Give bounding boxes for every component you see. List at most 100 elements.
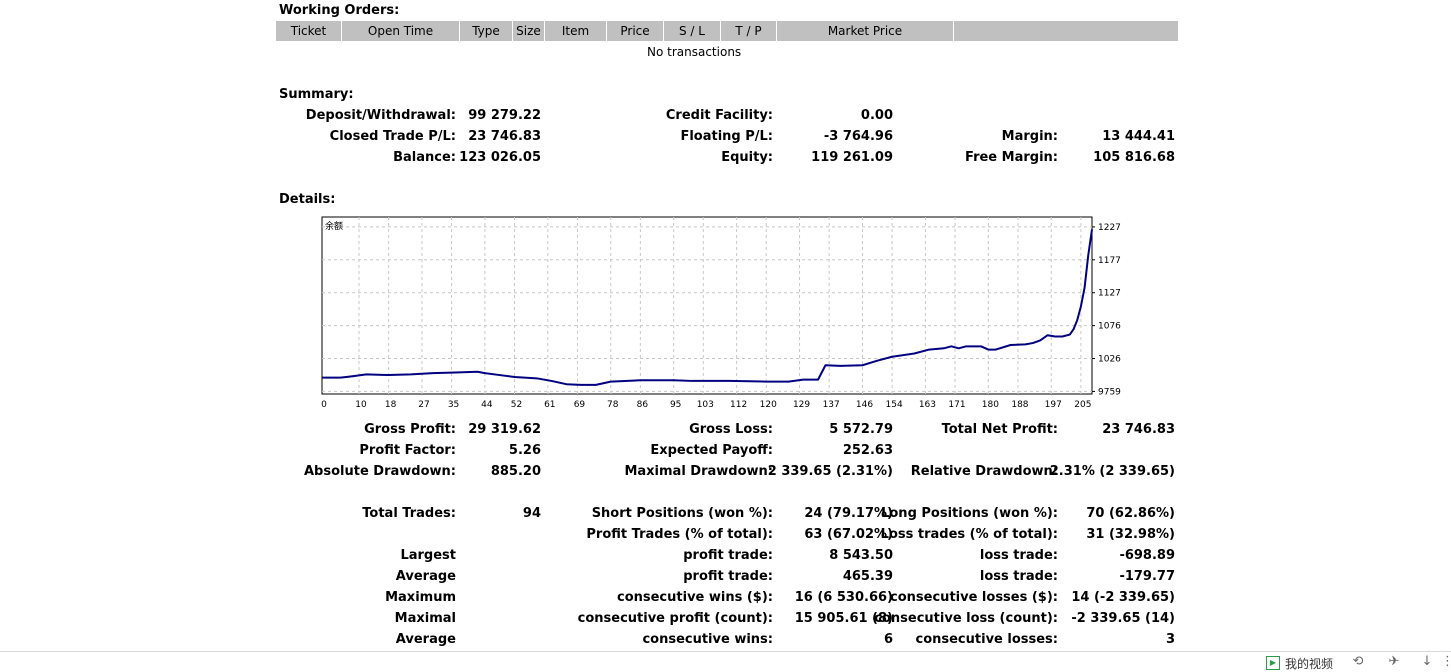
my-video-label[interactable]: 我的视频 [1285, 657, 1334, 671]
detail-label: Average [395, 569, 456, 584]
col-type[interactable]: Type [460, 21, 513, 41]
detail-label: Maximum [385, 590, 456, 605]
detail-value: 24 (79.17%) [804, 506, 893, 521]
x-tick-label: 61 [544, 400, 555, 410]
detail-label: consecutive loss (count): [874, 611, 1058, 626]
col-open-time[interactable]: Open Time [342, 21, 460, 41]
y-tick-label: 117746 [1098, 256, 1121, 266]
y-tick-label: 107669 [1098, 322, 1121, 332]
more-icon[interactable]: ⋮ [1441, 654, 1451, 669]
col-item[interactable]: Item [545, 21, 607, 41]
summary-value: 0.00 [860, 108, 893, 123]
col-price[interactable]: Price [607, 21, 664, 41]
detail-label: Relative Drawdown: [910, 464, 1058, 479]
detail-value: 3 [1165, 632, 1175, 647]
summary-value: -3 764.96 [823, 129, 893, 144]
detail-value: -179.77 [1119, 569, 1175, 584]
detail-label: Total Trades: [362, 506, 456, 521]
x-tick-label: 86 [637, 400, 649, 410]
x-tick-label: 27 [418, 400, 429, 410]
col-size[interactable]: Size [513, 21, 545, 41]
video-play-icon[interactable]: ▶ [1266, 656, 1280, 670]
y-tick-label: 112707 [1098, 289, 1121, 299]
x-tick-label: 35 [448, 400, 459, 410]
summary-label: Equity: [721, 150, 773, 165]
detail-label: Expected Payoff: [650, 443, 773, 458]
detail-label: Absolute Drawdown: [304, 464, 456, 479]
detail-value: 31 (32.98%) [1086, 527, 1175, 542]
detail-label: Gross Loss: [689, 422, 773, 437]
summary-value: 99 279.22 [468, 108, 541, 123]
y-tick-label: 97593 [1098, 387, 1121, 397]
x-tick-label: 188 [1011, 400, 1028, 410]
balance-chart-svg: 97593 102631 107669 112707 117746 122784 0 10 18… [321, 216, 1121, 410]
detail-value: -698.89 [1119, 548, 1175, 563]
summary-label: Floating P/L: [680, 129, 773, 144]
x-tick-label: 154 [886, 400, 903, 410]
x-tick-label: 52 [511, 400, 522, 410]
refresh-icon[interactable]: ⟲ [1352, 654, 1364, 669]
detail-value: 885.20 [490, 464, 541, 479]
detail-value: -2 339.65 (14) [1071, 611, 1175, 626]
summary-value: 119 261.09 [811, 150, 893, 165]
summary-value: 123 026.05 [459, 150, 541, 165]
chart-title: 余额 [325, 220, 343, 232]
detail-value: 2 339.65 (2.31%) [767, 464, 893, 479]
orders-table-header: Ticket Open Time Type Size Item Price S … [276, 21, 1178, 41]
summary-label: Margin: [1001, 129, 1058, 144]
x-tick-label: 180 [982, 400, 999, 410]
detail-value: 5.26 [508, 443, 541, 458]
detail-label: Profit Trades (% of total): [586, 527, 773, 542]
x-tick-label: 0 [321, 400, 327, 410]
x-tick-label: 10 [355, 400, 367, 410]
detail-value: 6 [883, 632, 893, 647]
download-arrow-icon[interactable]: ↓ [1421, 654, 1433, 669]
detail-value: 2.31% (2 339.65) [1049, 464, 1175, 479]
no-transactions-text: No transactions [647, 45, 742, 59]
detail-label: Average [395, 632, 456, 647]
summary-heading: Summary: [279, 87, 354, 102]
detail-label: consecutive wins ($): [616, 590, 773, 605]
x-tick-label: 197 [1045, 400, 1062, 410]
x-tick-label: 205 [1074, 400, 1091, 410]
balance-line [322, 229, 1093, 386]
summary-label: Deposit/Withdrawal: [305, 108, 456, 123]
summary-label: Free Margin: [965, 150, 1058, 165]
detail-value: 252.63 [842, 443, 893, 458]
x-tick-label: 69 [574, 400, 586, 410]
x-tick-label: 78 [607, 400, 619, 410]
detail-value: 29 319.62 [468, 422, 541, 437]
y-tick-label: 102631 [1098, 355, 1121, 365]
summary-label: Credit Facility: [665, 108, 773, 123]
col-blank [954, 21, 1178, 41]
col-ticket[interactable]: Ticket [276, 21, 342, 41]
col-tp[interactable]: T / P [721, 21, 777, 41]
detail-label: consecutive losses ($): [890, 590, 1058, 605]
x-tick-label: 120 [760, 400, 777, 410]
x-tick-label: 44 [481, 400, 493, 410]
x-tick-label: 95 [670, 400, 681, 410]
detail-value: 63 (67.02%) [804, 527, 893, 542]
detail-label: Gross Profit: [364, 422, 456, 437]
col-market-price[interactable]: Market Price [777, 21, 954, 41]
x-tick-label: 112 [730, 400, 747, 410]
detail-value: 14 (-2 339.65) [1071, 590, 1175, 605]
detail-value: 5 572.79 [829, 422, 893, 437]
balance-chart: 97593 102631 107669 112707 117746 122784 0 10 18… [321, 216, 1121, 412]
summary-value: 13 444.41 [1102, 129, 1175, 144]
x-tick-label: 137 [823, 400, 840, 410]
y-tick-label: 122784 [1098, 223, 1121, 233]
plot-frame [321, 216, 1093, 395]
summary-value: 23 746.83 [468, 129, 541, 144]
detail-value: 16 (6 530.66) [794, 590, 893, 605]
col-sl[interactable]: S / L [664, 21, 721, 41]
detail-label: profit trade: [683, 569, 773, 584]
detail-label: Loss trades (% of total): [880, 527, 1058, 542]
x-tick-label: 18 [385, 400, 397, 410]
pin-icon[interactable]: ✈ [1388, 654, 1400, 669]
x-tick-label: 171 [948, 400, 965, 410]
detail-label: Total Net Profit: [941, 422, 1058, 437]
detail-label: Short Positions (won %): [591, 506, 773, 521]
x-tick-label: 146 [856, 400, 873, 410]
detail-label: profit trade: [683, 548, 773, 563]
